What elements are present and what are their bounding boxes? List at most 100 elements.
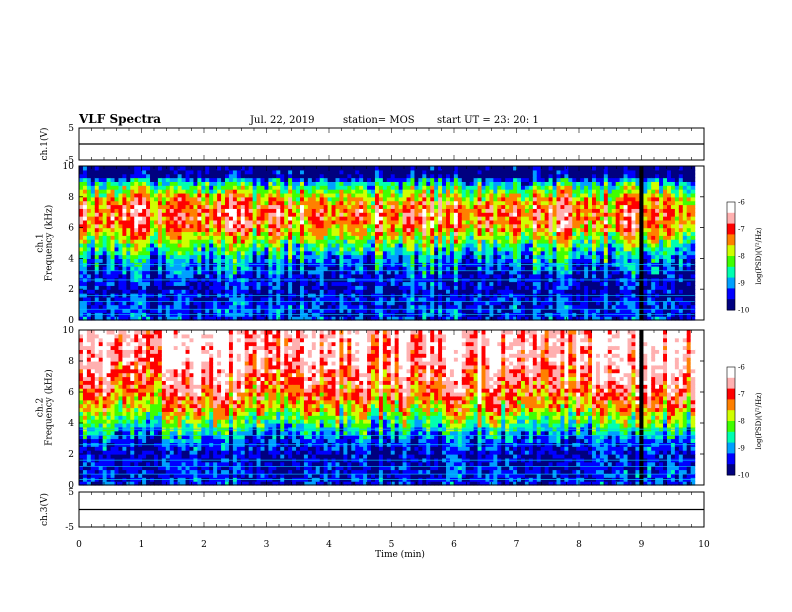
spectrogram-cell	[102, 239, 108, 244]
spectrogram-cell	[367, 227, 372, 233]
spectrogram-cell	[126, 281, 131, 286]
spectrogram-cell	[319, 192, 325, 198]
spectrogram-cell	[264, 223, 270, 229]
spectrogram-cell	[98, 300, 104, 306]
spectrogram-cell	[390, 204, 396, 209]
spectrogram-cell	[469, 300, 475, 306]
spectrogram-cell	[528, 200, 534, 206]
spectrogram-cell	[501, 254, 506, 259]
spectrogram-cell	[430, 281, 435, 286]
spectrogram-cell	[153, 231, 159, 236]
spectrogram-cell	[288, 269, 293, 275]
spectrogram-cell	[343, 258, 348, 263]
spectrogram-cell	[359, 273, 364, 279]
spectrogram-cell	[98, 192, 104, 198]
spectrogram-cell	[106, 177, 112, 182]
spectrogram-cell	[268, 166, 273, 171]
spectrogram-cell	[240, 269, 246, 275]
spectrogram-cell	[217, 243, 222, 248]
spectrogram-cell	[252, 316, 258, 321]
spectrogram-cell	[449, 227, 455, 233]
spectrogram-cell	[394, 204, 400, 209]
spectrogram-cell	[315, 304, 321, 310]
spectrogram-cell	[86, 254, 92, 259]
spectrogram-cell	[331, 254, 337, 259]
spectrogram-cell	[374, 208, 380, 213]
spectrogram-cell	[201, 304, 206, 310]
spectrogram-cell	[477, 273, 483, 279]
spectrogram-cell	[146, 200, 151, 206]
spectrogram-cell	[228, 246, 234, 252]
spectrogram-cell	[217, 166, 222, 171]
spectrogram-cell	[244, 173, 250, 179]
spectrogram-cell	[177, 246, 183, 252]
spectrogram-cell	[536, 316, 542, 321]
spectrogram-cell	[481, 285, 487, 290]
spectrogram-cell	[520, 285, 526, 290]
spectrogram-cell	[225, 304, 230, 310]
spectrogram-cell	[378, 296, 384, 302]
spectrogram-cell	[532, 169, 538, 175]
spectrogram-cell	[457, 273, 463, 279]
spectrogram-cell	[465, 196, 471, 202]
spectrogram-cell	[327, 273, 333, 279]
spectrogram-cell	[473, 269, 479, 275]
spectrogram-cell	[303, 285, 309, 290]
spectrogram-cell	[221, 304, 226, 310]
spectrogram-cell	[165, 273, 171, 279]
spectrogram-cell	[276, 204, 281, 209]
spectrogram-cell	[355, 250, 360, 256]
spectrogram-cell	[390, 266, 396, 271]
spectrogram-cell	[430, 204, 435, 209]
spectrogram-cell	[378, 181, 384, 186]
spectrogram-cell	[86, 185, 92, 190]
spectrogram-cell	[118, 296, 124, 302]
spectrogram-cell	[394, 192, 400, 198]
spectrogram-cell	[221, 243, 226, 248]
spectrogram-cell	[248, 258, 254, 263]
spectrogram-cell	[367, 208, 372, 213]
spectrogram-cell	[552, 254, 558, 259]
spectrogram-cell	[351, 219, 356, 225]
spectrogram-cell	[509, 266, 514, 271]
spectrogram-cell	[434, 169, 439, 175]
spectrogram-cell	[386, 231, 392, 236]
spectrogram-cell	[382, 223, 388, 229]
spectrogram-cell	[181, 219, 187, 225]
spectrogram-cell	[339, 289, 345, 294]
spectrogram-cell	[217, 189, 222, 194]
spectrogram-cell	[386, 200, 392, 206]
spectrogram-cell	[465, 300, 471, 306]
spectrogram-cell	[536, 231, 542, 236]
spectrogram-cell	[268, 316, 273, 321]
spectrogram-cell	[177, 227, 183, 233]
spectrogram-cell	[169, 273, 175, 279]
spectrogram-cell	[79, 219, 84, 225]
spectrogram-cell	[402, 304, 408, 310]
spectrogram-cell	[501, 173, 506, 179]
spectrogram-cell	[418, 196, 423, 202]
spectrogram-cell	[228, 189, 234, 194]
spectrogram-cell	[406, 296, 412, 302]
spectrogram-cell	[272, 192, 277, 198]
spectrogram-cell	[153, 289, 159, 294]
spectrogram-cell	[138, 254, 143, 259]
spectrogram-cell	[122, 250, 127, 256]
spectrogram-cell	[276, 266, 281, 271]
spectrogram-cell	[307, 216, 313, 221]
spectrogram-cell	[382, 185, 388, 190]
spectrogram-cell	[422, 300, 427, 306]
spectrogram-cell	[540, 266, 546, 271]
spectrogram-cell	[426, 300, 431, 306]
spectrogram-cell	[343, 289, 348, 294]
spectrogram-cell	[481, 196, 487, 202]
spectrogram-cell	[339, 189, 345, 194]
spectrogram-cell	[323, 258, 329, 263]
spectrogram-cell	[473, 216, 479, 221]
spectrogram-cell	[252, 166, 258, 171]
spectrogram-cell	[556, 289, 562, 294]
spectrogram-cell	[185, 281, 191, 286]
spectrogram-cell	[272, 300, 277, 306]
spectrogram-cell	[177, 204, 183, 209]
spectrogram-cell	[382, 285, 388, 290]
